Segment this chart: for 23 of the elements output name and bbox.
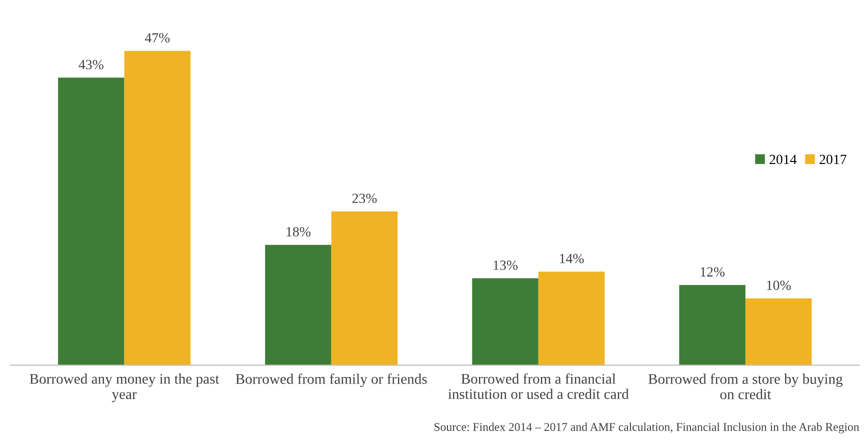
bar	[331, 211, 398, 366]
x-tick-label: Borrowed any money in the past year	[30, 374, 220, 402]
legend-label: 2017	[820, 154, 846, 164]
data-label: 47%	[144, 33, 170, 43]
bar	[58, 78, 124, 366]
bar	[124, 50, 191, 366]
x-tick-label: Borrowed from a store by buying on credit	[648, 374, 843, 400]
bar	[679, 284, 746, 366]
x-tick-label: Borrowed from a financial institution or used a credit card	[448, 373, 629, 400]
legend-label: 2014	[770, 154, 797, 164]
bar	[538, 272, 605, 366]
source-note: Source: Findex 2014 – 2017 and AMF calculation, Financial Inclusion in the Arab Region	[434, 422, 860, 434]
data-label: 14%	[560, 254, 584, 264]
data-label: 12%	[700, 267, 725, 277]
data-label: 43%	[78, 60, 104, 70]
data-label: 23%	[352, 194, 377, 204]
bar	[745, 298, 812, 366]
data-label: 13%	[494, 260, 518, 270]
x-tick-label: Borrowed from family or friends	[236, 374, 427, 387]
bar	[265, 244, 332, 366]
data-label: 10%	[767, 280, 791, 290]
data-label: 18%	[286, 227, 310, 237]
bar	[472, 278, 538, 366]
